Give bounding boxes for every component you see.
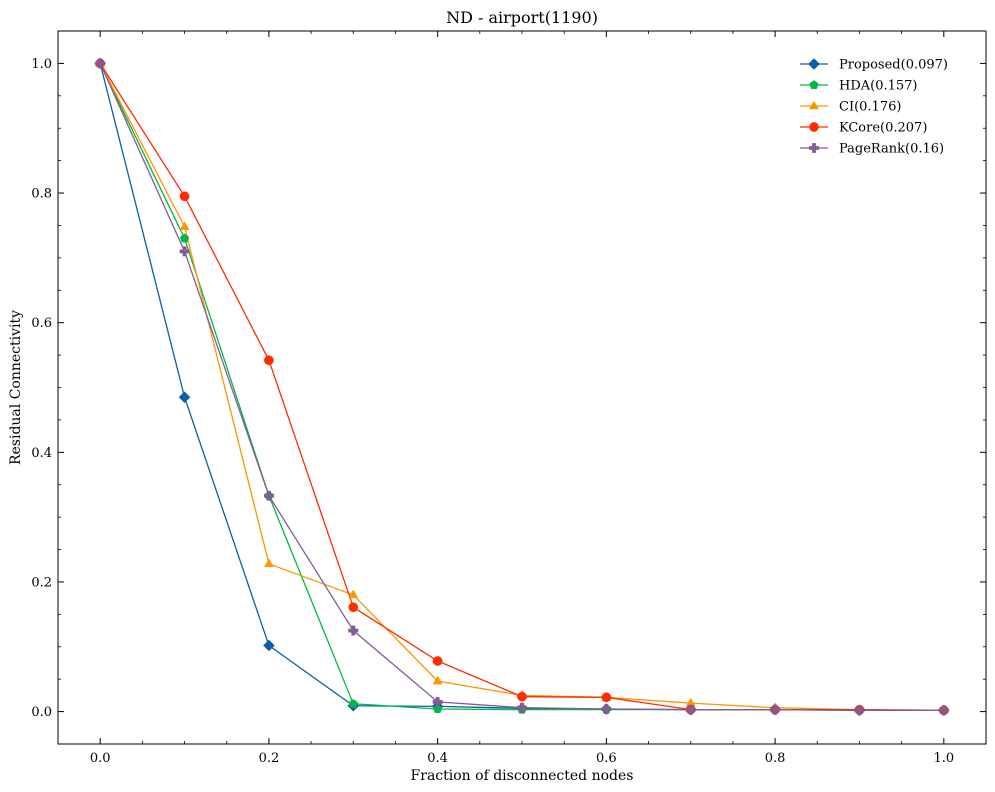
data-point-4-6 [601,704,612,714]
data-point-4-8 [770,704,781,715]
data-point-4-1 [179,246,190,257]
data-point-1-1 [179,233,190,243]
legend-label-0: Proposed(0.097) [839,58,948,73]
data-point-4-7 [685,704,696,715]
x-tick-label: 0.4 [427,751,448,766]
data-point-3-1 [179,191,190,202]
data-point-4-3 [348,625,359,636]
x-tick-label: 0.8 [765,751,786,766]
data-point-3-2 [264,355,274,366]
x-tick-label: 0.6 [596,751,617,766]
x-tick-label: 0.2 [259,751,280,766]
x-axis-label: Fraction of disconnected nodes [411,768,634,784]
legend-marker-2 [809,100,819,110]
y-axis-label: Residual Connectivity [8,310,24,465]
legend-label-3: KCore(0.207) [839,121,927,136]
legend-marker-1 [809,80,819,89]
data-point-3-6 [601,692,612,703]
data-point-3-3 [348,602,359,613]
x-tick-label: 0.0 [90,751,111,766]
legend-marker-3 [809,122,819,132]
data-point-4-9 [854,705,865,716]
legend-label-2: CI(0.176) [839,100,901,115]
data-point-3-4 [432,656,443,666]
legend-label-1: HDA(0.157) [839,79,918,94]
data-point-0-2 [263,639,275,652]
y-tick-label: 0.4 [31,446,52,461]
y-tick-label: 0.6 [31,316,52,331]
y-tick-label: 0.2 [31,575,52,590]
data-point-4-2 [263,490,274,501]
axis-ticks: 0.0 0.2 0.4 0.6 0.8 1.0 0.0 0.2 0.4 0.6 0.8 1.0 [31,30,986,766]
data-point-4-4 [432,696,443,707]
data-point-2-1 [179,221,190,231]
plot-area: 0.0 0.2 0.4 0.6 0.8 1.0 0.0 0.2 0.4 0.6 0.8 1.0 [31,30,987,766]
legend-marker-4 [809,143,819,153]
chart-title: ND - airport(1190) [446,8,598,27]
data-point-2-2 [263,558,274,568]
data-point-3-5 [517,691,527,702]
legend: Proposed(0.097) HDA(0.157) CI(0.176) KCore(… [800,58,948,157]
data-point-4-5 [517,702,527,713]
x-tick-label: 1.0 [933,751,954,766]
data-point-4-10 [938,705,949,716]
legend-label-4: PageRank(0.16) [839,142,944,157]
data-point-1-3 [348,698,358,708]
y-tick-label: 0.8 [31,187,52,202]
y-tick-label: 1.0 [31,57,52,72]
data-point-2-4 [432,675,443,685]
data-point-2-3 [348,589,359,599]
data-point-0-1 [178,391,191,404]
data-point-1-4 [432,704,443,713]
series-markers [94,57,950,717]
y-tick-label: 0.0 [31,705,52,720]
legend-marker-0 [808,58,820,70]
data-point-4-0 [95,58,106,69]
